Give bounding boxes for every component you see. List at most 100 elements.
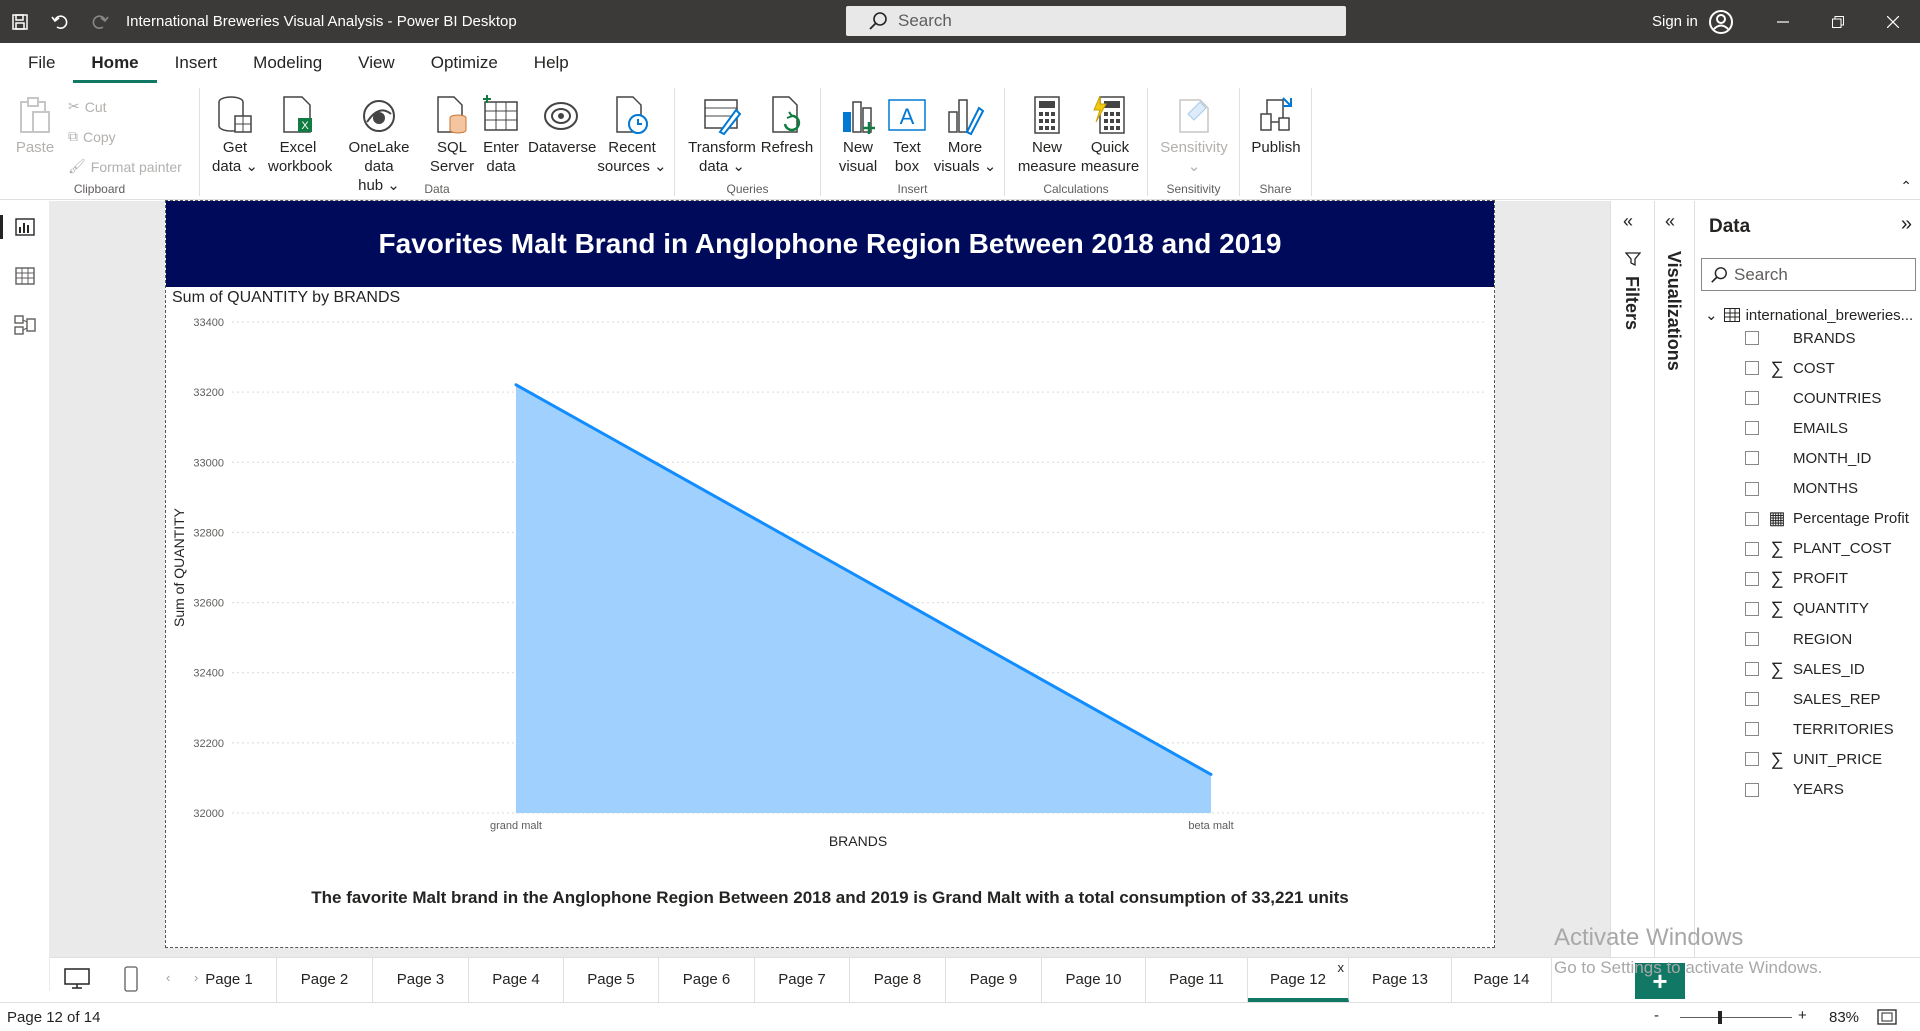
field-item[interactable]: ∑ PROFIT [1745, 568, 1848, 590]
page-tab[interactable]: Page 6 [659, 958, 755, 1002]
data-search-input[interactable]: Search [1701, 258, 1916, 291]
save-icon[interactable] [0, 0, 40, 43]
zoom-slider[interactable] [1680, 1017, 1792, 1018]
page-tab[interactable]: Page 5 [564, 958, 659, 1002]
page-tab[interactable]: Page 1 [182, 958, 277, 1002]
page-tab[interactable]: Page 11 [1146, 958, 1248, 1002]
collapse-data-icon[interactable]: » [1900, 213, 1912, 235]
field-item[interactable]: YEARS [1745, 779, 1844, 801]
field-checkbox[interactable] [1745, 571, 1759, 586]
field-checkbox[interactable] [1745, 331, 1759, 345]
sensitivity-button[interactable]: Sensitivity ⌄ [1156, 94, 1232, 176]
collapse-ribbon-icon[interactable]: ⌃ [1900, 178, 1912, 194]
field-item[interactable]: ∑ UNIT_PRICE [1745, 748, 1882, 770]
tab-modeling[interactable]: Modeling [253, 53, 323, 72]
field-checkbox[interactable] [1745, 361, 1759, 376]
field-checkbox[interactable] [1745, 692, 1759, 707]
field-item[interactable]: REGION [1745, 628, 1852, 650]
field-checkbox[interactable] [1745, 481, 1759, 496]
field-item[interactable]: ∑ COST [1745, 357, 1835, 379]
table-view-icon[interactable] [13, 264, 37, 288]
new-visual-button[interactable]: New visual [836, 94, 880, 176]
field-item[interactable]: BRANDS [1745, 327, 1856, 349]
add-page-button[interactable]: + [1635, 963, 1685, 999]
page-tab[interactable]: Page 9 [946, 958, 1042, 1002]
new-measure-button[interactable]: New measure [1017, 94, 1077, 176]
redo-icon[interactable] [80, 0, 120, 43]
collapse-visualizations-icon[interactable]: « [1665, 211, 1676, 231]
undo-icon[interactable] [40, 0, 80, 43]
field-checkbox[interactable] [1745, 391, 1759, 406]
page-tab[interactable]: Page 13 [1349, 958, 1452, 1002]
field-checkbox[interactable] [1745, 752, 1759, 767]
refresh-button[interactable]: Refresh [759, 94, 815, 157]
zoom-slider-thumb[interactable] [1718, 1011, 1722, 1024]
enter-data-button[interactable]: Enter data [479, 94, 523, 176]
field-checkbox[interactable] [1745, 782, 1759, 797]
model-view-icon[interactable] [13, 313, 37, 337]
page-tab[interactable]: Page 7 [755, 958, 850, 1002]
field-item[interactable]: MONTH_ID [1745, 447, 1871, 469]
text-box-button[interactable]: A Text box [885, 94, 929, 176]
filters-pane[interactable]: « Filters [1610, 201, 1654, 957]
excel-workbook-button[interactable]: X Excel workbook [268, 94, 332, 176]
page-tab[interactable]: Page 12 x [1248, 958, 1349, 1002]
field-item[interactable]: COUNTRIES [1745, 387, 1881, 409]
field-item[interactable]: TERRITORIES [1745, 718, 1894, 740]
field-item[interactable]: SALES_REP [1745, 688, 1881, 710]
more-visuals-button[interactable]: More visuals ⌄ [933, 94, 997, 176]
sign-in-button[interactable]: Sign in [1652, 0, 1734, 43]
table-node[interactable]: ⌄ international_breweries... [1705, 306, 1913, 325]
copy-button[interactable]: ⧉ Copy [68, 128, 116, 145]
sql-server-button[interactable]: SQL Server [428, 94, 476, 176]
zoom-out-button[interactable]: - [1654, 1007, 1659, 1024]
publish-button[interactable]: Publish [1246, 94, 1306, 157]
page-tab[interactable]: Page 14 [1452, 958, 1552, 1002]
quick-measure-button[interactable]: Quick measure [1079, 94, 1141, 176]
field-checkbox[interactable] [1745, 421, 1759, 436]
collapse-filters-icon[interactable]: « [1623, 211, 1634, 231]
field-checkbox[interactable] [1745, 541, 1759, 556]
visualizations-pane[interactable]: « Visualizations [1654, 201, 1694, 957]
tab-home[interactable]: Home [73, 43, 157, 83]
field-checkbox[interactable] [1745, 451, 1759, 466]
onelake-button[interactable]: OneLake data hub ⌄ [333, 94, 425, 195]
field-item[interactable]: ∑ SALES_ID [1745, 658, 1865, 680]
field-checkbox[interactable] [1745, 601, 1759, 616]
close-page-icon[interactable]: x [1337, 960, 1345, 975]
scroll-left-icon[interactable]: ‹ [166, 970, 171, 985]
field-checkbox[interactable] [1745, 632, 1759, 646]
tab-view[interactable]: View [358, 53, 395, 72]
dataverse-button[interactable]: Dataverse [528, 94, 596, 157]
restore-icon[interactable] [1815, 0, 1861, 43]
page-tab[interactable]: Page 4 [469, 958, 564, 1002]
zoom-in-button[interactable]: + [1798, 1007, 1807, 1024]
page-tab[interactable]: Page 2 [277, 958, 373, 1002]
field-item[interactable]: MONTHS [1745, 478, 1858, 500]
desktop-layout-icon[interactable] [64, 968, 90, 995]
close-icon[interactable] [1870, 0, 1916, 43]
paste-button[interactable]: Paste [12, 94, 58, 157]
transform-data-button[interactable]: Transform data ⌄ [687, 94, 757, 176]
title-search-input[interactable]: Search [846, 6, 1346, 36]
field-checkbox[interactable] [1745, 722, 1759, 737]
tab-help[interactable]: Help [533, 53, 569, 72]
field-item[interactable]: ∑ PLANT_COST [1745, 538, 1891, 560]
scroll-right-icon[interactable]: › [194, 970, 199, 985]
report-view-icon[interactable] [13, 215, 37, 239]
field-item[interactable]: EMAILS [1745, 417, 1848, 439]
minimize-icon[interactable] [1760, 0, 1806, 43]
format-painter-button[interactable]: 🖌 Format painter [68, 158, 182, 175]
area-chart[interactable]: 32000 32200 32400 32600 32800 33000 33200 33400… [166, 305, 1494, 865]
field-checkbox[interactable] [1745, 511, 1759, 526]
mobile-layout-icon[interactable] [124, 966, 138, 997]
page-tab[interactable]: Page 8 [850, 958, 946, 1002]
tab-insert[interactable]: Insert [174, 53, 218, 72]
cut-button[interactable]: ✂ Cut [68, 98, 107, 115]
recent-sources-button[interactable]: Recent sources ⌄ [597, 94, 667, 176]
tab-optimize[interactable]: Optimize [430, 53, 498, 72]
get-data-button[interactable]: Get data ⌄ [210, 94, 260, 176]
field-checkbox[interactable] [1745, 662, 1759, 677]
field-item[interactable]: ▦ Percentage Profit [1745, 508, 1909, 530]
page-tab[interactable]: Page 3 [373, 958, 469, 1002]
